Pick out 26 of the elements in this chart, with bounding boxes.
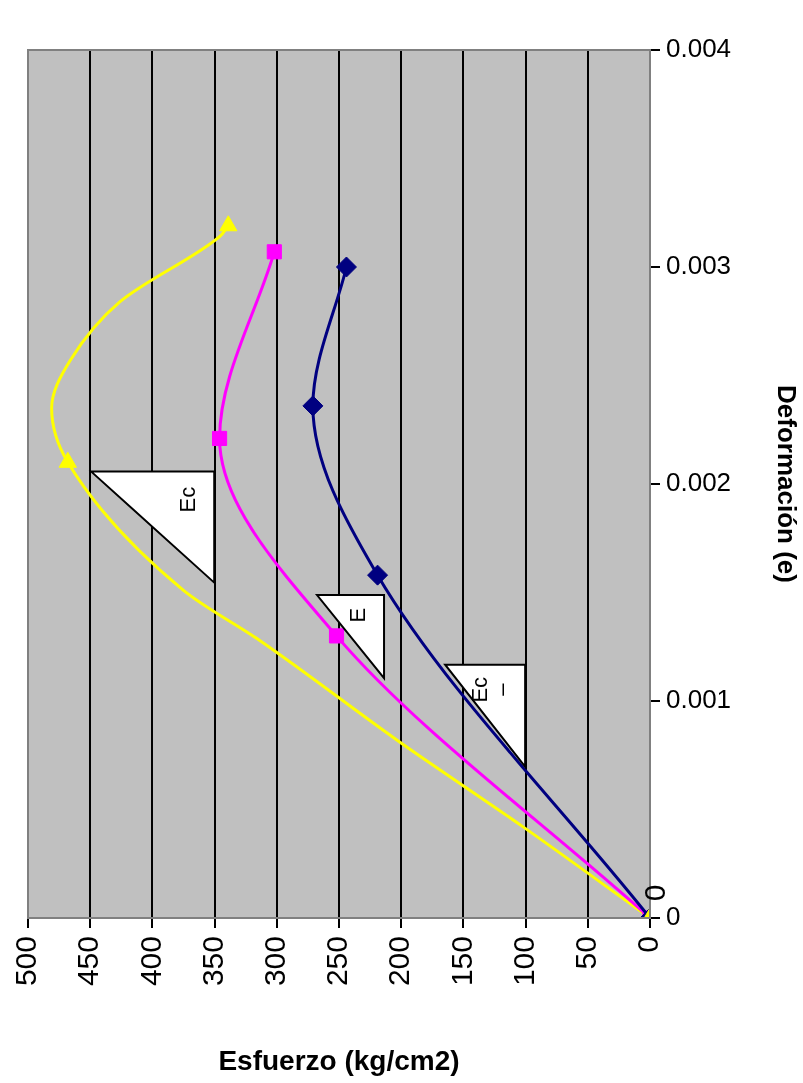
annotation: E xyxy=(344,607,370,623)
y-tick-label: 0.004 xyxy=(666,33,732,64)
point xyxy=(335,256,357,278)
x-tick-label: 300 xyxy=(258,936,292,987)
annotation: Ec xyxy=(174,486,200,513)
x-tick-label: 450 xyxy=(71,936,105,987)
y-axis-title: Deformación (e) xyxy=(772,385,803,583)
x-tick-label: 100 xyxy=(506,936,540,987)
x-tick-label: 150 xyxy=(444,936,478,987)
y-tick-label: 0.003 xyxy=(666,250,732,281)
x-tick-label: 50 xyxy=(569,936,603,970)
point xyxy=(302,395,324,417)
annotation: Ec – xyxy=(466,676,514,703)
x-tick-label: 400 xyxy=(133,936,167,987)
x-tick-label: 200 xyxy=(382,936,416,987)
x-tick-label: 350 xyxy=(195,936,229,987)
x-axis-title: Esfuerzo (kg/cm2) xyxy=(218,1044,460,1076)
point xyxy=(266,244,282,260)
y-tick-label: 0.002 xyxy=(666,467,732,498)
y-tick-label: 0.001 xyxy=(666,684,732,715)
y-tick-label: 0 xyxy=(666,901,681,932)
x-tick-label: 250 xyxy=(320,936,354,987)
x-tick-label: 0 xyxy=(631,936,665,953)
annotation: 0 xyxy=(638,884,672,902)
point xyxy=(212,430,228,446)
x-tick-label: 500 xyxy=(9,936,43,987)
